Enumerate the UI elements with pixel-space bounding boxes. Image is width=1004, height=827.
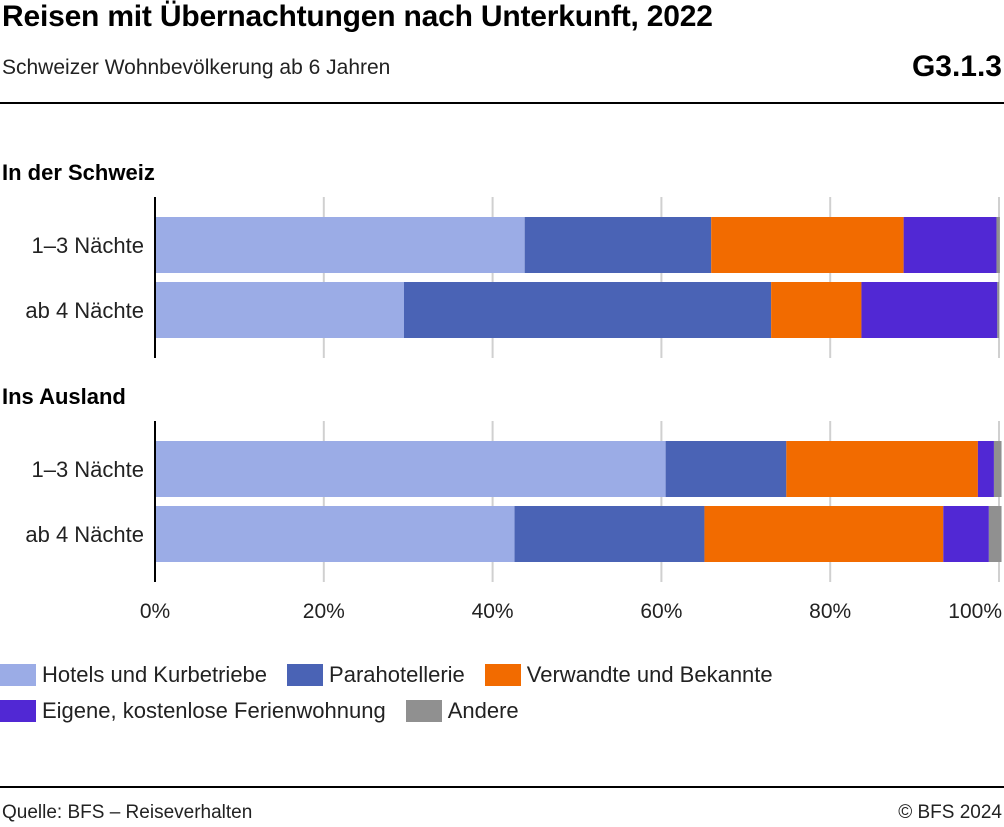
bar-segment [771, 282, 862, 338]
bar-segment [996, 217, 1000, 273]
group-label: Ins Ausland [2, 384, 126, 409]
legend-item: Hotels und Kurbetriebe [0, 662, 267, 688]
legend-label: Eigene, kostenlose Ferienwohnung [42, 698, 386, 723]
bar-segment [993, 441, 1002, 497]
bar-segment [155, 506, 515, 562]
bar-segment [155, 282, 404, 338]
legend-label: Andere [447, 698, 519, 723]
legend-item: Parahotellerie [287, 662, 465, 688]
legend-item: Eigene, kostenlose Ferienwohnung [0, 698, 386, 724]
top-divider [0, 102, 1004, 104]
legend-label: Parahotellerie [329, 662, 465, 687]
source-note: Quelle: BFS – Reiseverhalten [2, 802, 253, 823]
chart-subtitle: Schweizer Wohnbevölkerung ab 6 Jahren [2, 56, 391, 79]
chart-title: Reisen mit Übernachtungen nach Unterkunf… [2, 0, 713, 33]
category-label: 1–3 Nächte [31, 233, 144, 258]
chart-code: G3.1.3 [911, 50, 1002, 83]
bar-segment [943, 506, 989, 562]
legend-swatch [405, 700, 442, 722]
legend-row: Eigene, kostenlose Ferienwohnung Andere [0, 698, 539, 727]
legend-row: Hotels und Kurbetriebe Parahotellerie Verw… [0, 662, 793, 691]
bar-segment [403, 282, 772, 338]
x-tick-label: 0% [140, 600, 170, 623]
bar-segment [711, 217, 904, 273]
legend-swatch [0, 664, 36, 686]
bar-segment [786, 441, 978, 497]
legend-label: Hotels und Kurbetriebe [42, 662, 268, 687]
legend-swatch [484, 664, 521, 686]
category-label: 1–3 Nächte [31, 457, 144, 482]
bar-segment [988, 506, 1002, 562]
bar-segment [704, 506, 944, 562]
bottom-divider [0, 786, 1004, 788]
bar-segment [665, 441, 787, 497]
bar-segment [155, 217, 525, 273]
group-label: In der Schweiz [2, 160, 155, 185]
x-tick-label: 40% [472, 600, 514, 623]
x-tick-label: 60% [640, 600, 682, 623]
bar-segment [997, 282, 999, 338]
legend-swatch [287, 664, 324, 686]
x-tick-label: 100% [948, 600, 1002, 623]
x-tick-label: 80% [809, 600, 851, 623]
bar-segment [514, 506, 705, 562]
bar-segment [977, 441, 994, 497]
x-tick-label: 20% [303, 600, 345, 623]
copyright-note: © BFS 2024 [898, 802, 1002, 823]
bar-segment [861, 282, 998, 338]
legend-label: Verwandte und Bekannte [526, 662, 773, 687]
category-label: ab 4 Nächte [25, 298, 144, 323]
bar-segment [524, 217, 712, 273]
category-label: ab 4 Nächte [25, 522, 144, 547]
bar-segment [155, 441, 666, 497]
bar-segment [903, 217, 997, 273]
legend-item: Verwandte und Bekannte [484, 662, 773, 688]
stacked-bar-chart: In der Schweiz 1–3 Nächte ab 4 Nächte Ins A… [2, 160, 1002, 623]
legend-item: Andere [405, 698, 519, 724]
legend-swatch [0, 700, 36, 722]
